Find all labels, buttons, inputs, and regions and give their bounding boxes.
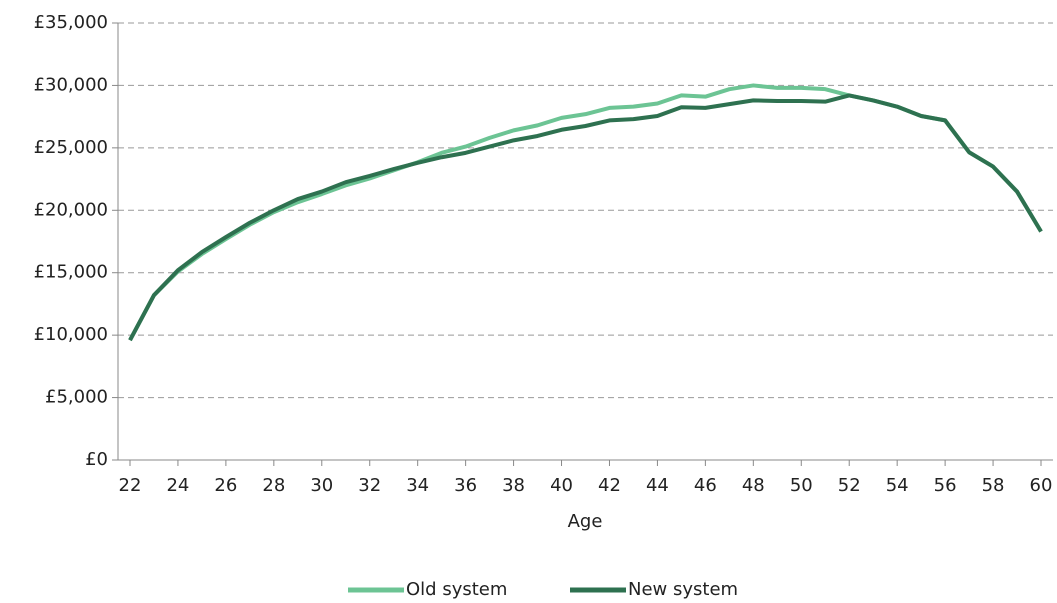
x-tick-label: 38 bbox=[502, 475, 525, 496]
y-tick-label: £30,000 bbox=[34, 74, 108, 95]
x-tick-label: 54 bbox=[886, 475, 909, 496]
x-tick-label: 50 bbox=[790, 475, 813, 496]
y-tick-label: £25,000 bbox=[34, 137, 108, 158]
x-tick-label: 48 bbox=[742, 475, 765, 496]
y-tick-label: £35,000 bbox=[34, 12, 108, 33]
y-tick-label: £15,000 bbox=[34, 262, 108, 283]
legend-label: New system bbox=[628, 579, 738, 600]
x-tick-label: 46 bbox=[694, 475, 717, 496]
x-tick-label: 28 bbox=[262, 475, 285, 496]
legend-label: Old system bbox=[406, 579, 507, 600]
x-tick-label: 40 bbox=[550, 475, 573, 496]
x-axis-label: Age bbox=[568, 511, 603, 532]
y-tick-label: £5,000 bbox=[45, 387, 108, 408]
x-tick-label: 52 bbox=[838, 475, 861, 496]
x-tick-label: 22 bbox=[119, 475, 142, 496]
x-tick-label: 30 bbox=[310, 475, 333, 496]
y-tick-label: £0 bbox=[85, 449, 108, 470]
x-tick-label: 58 bbox=[982, 475, 1005, 496]
data-line bbox=[128, 93, 1043, 342]
x-tick-label: 56 bbox=[934, 475, 957, 496]
x-tick-label: 44 bbox=[646, 475, 669, 496]
x-tick-label: 60 bbox=[1030, 475, 1053, 496]
x-tick-label: 36 bbox=[454, 475, 477, 496]
x-tick-label: 42 bbox=[598, 475, 621, 496]
y-tick-label: £20,000 bbox=[34, 199, 108, 220]
y-tick-label: £10,000 bbox=[34, 324, 108, 345]
x-tick-label: 26 bbox=[214, 475, 237, 496]
x-tick-label: 34 bbox=[406, 475, 429, 496]
x-tick-label: 32 bbox=[358, 475, 381, 496]
x-tick-label: 24 bbox=[166, 475, 189, 496]
